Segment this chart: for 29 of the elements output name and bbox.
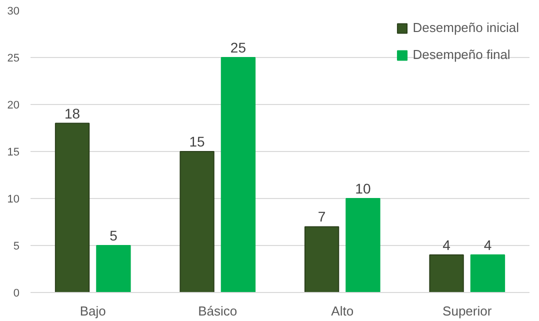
data-label: 18 — [64, 105, 80, 122]
data-label: 25 — [230, 40, 246, 56]
x-tick-label: Alto — [331, 304, 354, 318]
y-tick-label: 15 — [7, 146, 20, 158]
y-tick-label: 25 — [7, 52, 20, 64]
bar — [220, 57, 256, 292]
y-tick-label: 0 — [13, 288, 20, 300]
data-label: 7 — [318, 208, 326, 225]
bar — [346, 198, 380, 292]
data-label: 5 — [110, 228, 118, 244]
bar — [180, 151, 214, 292]
data-label: 15 — [189, 134, 206, 150]
y-tick-label: 30 — [7, 6, 20, 18]
data-label: 4 — [484, 236, 492, 253]
bar — [304, 226, 340, 292]
y-tick-label: 5 — [13, 240, 20, 252]
y-tick-label: 20 — [7, 100, 20, 112]
legend-label: Desempeño final — [412, 47, 510, 62]
y-tick-label: 10 — [7, 194, 20, 206]
bar — [54, 122, 90, 292]
data-label: 10 — [355, 180, 371, 196]
x-tick-label: Básico — [198, 304, 238, 318]
bar — [96, 245, 131, 292]
bar — [470, 254, 506, 292]
x-tick-label: Bajo — [80, 304, 106, 318]
data-label: 4 — [442, 236, 451, 253]
x-tick-label: Superior — [442, 304, 492, 318]
bar — [429, 254, 464, 292]
legend-label: Desempeño inicial — [412, 20, 519, 35]
